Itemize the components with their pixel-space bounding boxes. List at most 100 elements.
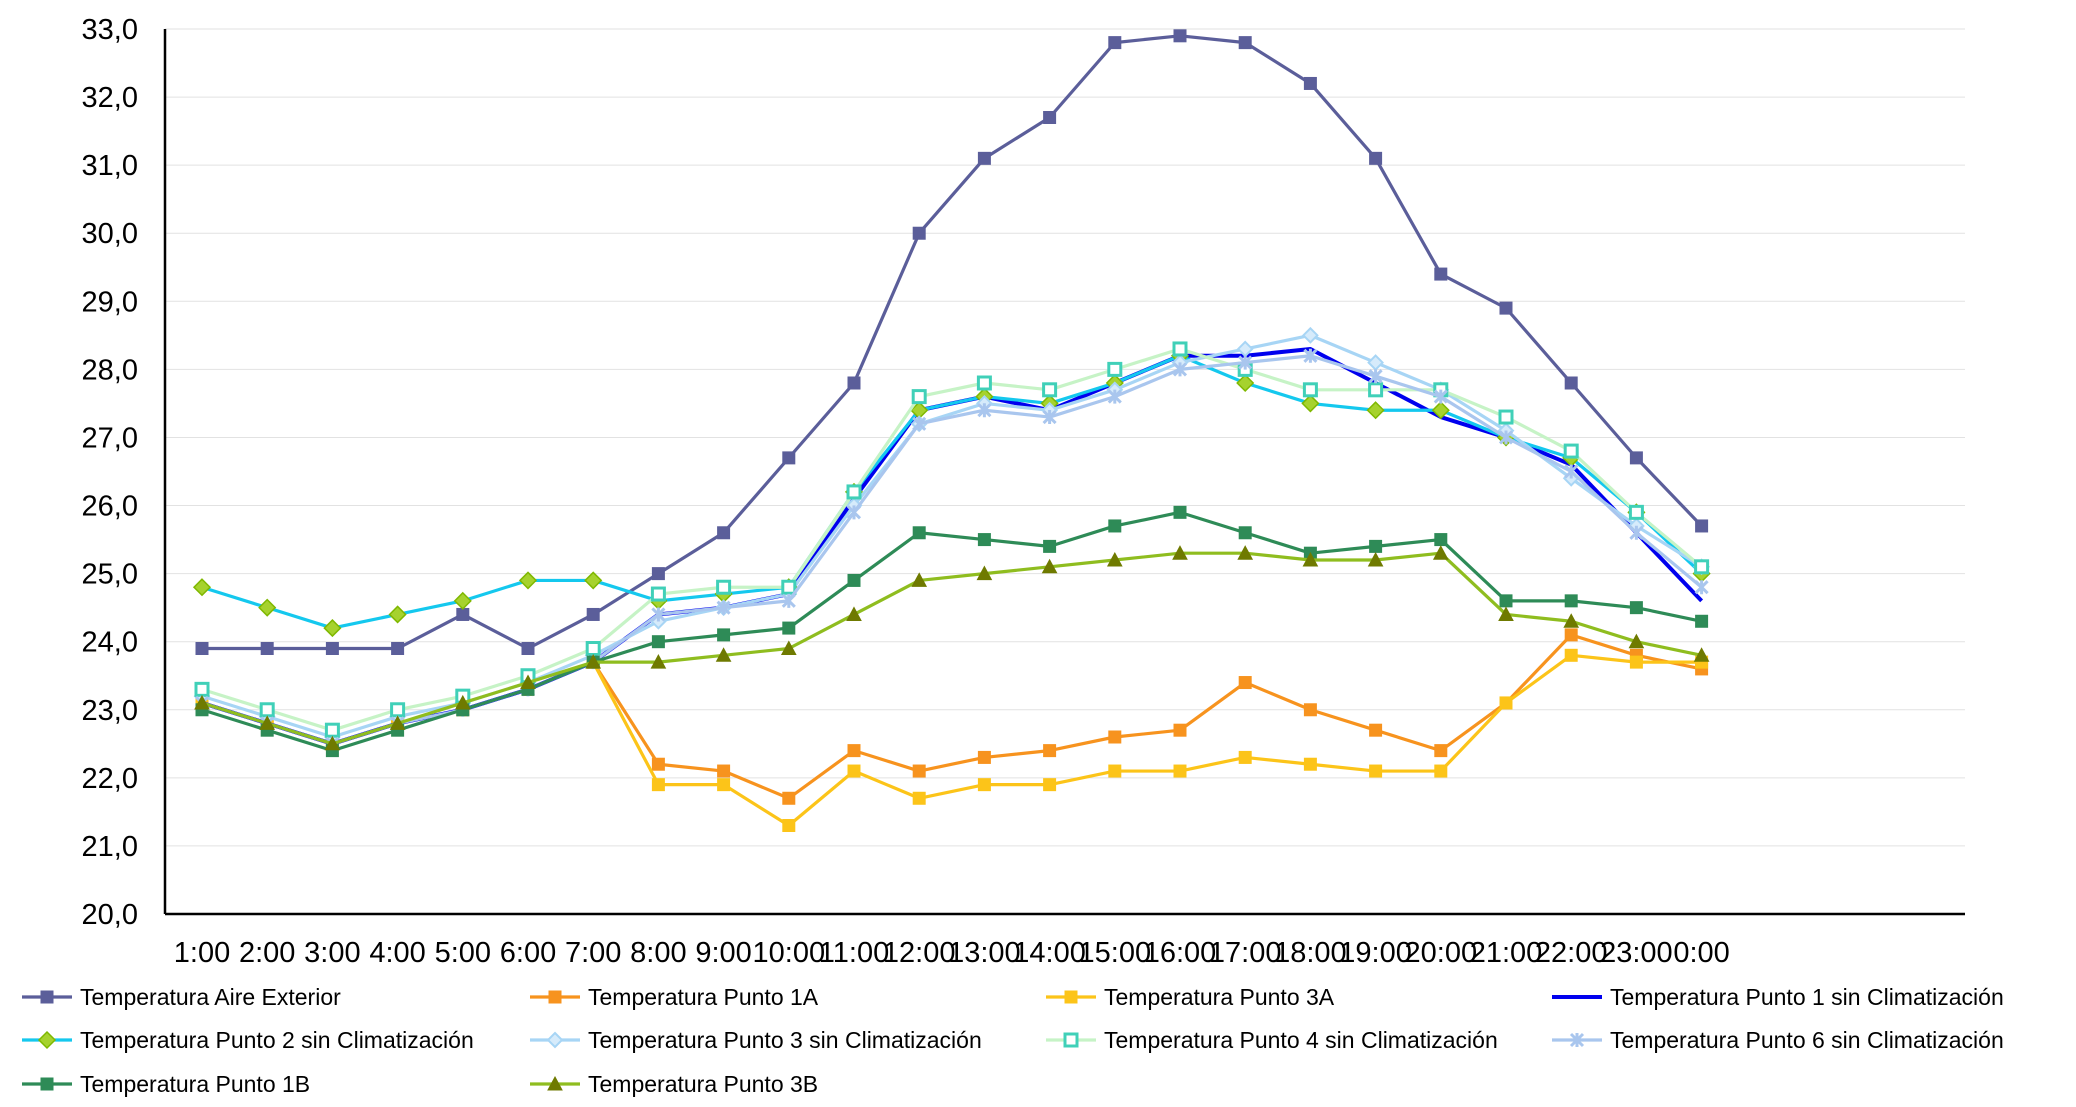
y-tick-label: 20,0 — [82, 899, 138, 931]
data-point — [1563, 613, 1580, 628]
data-point — [1695, 519, 1709, 533]
plot-series — [192, 29, 1711, 832]
data-point — [1569, 1032, 1585, 1048]
y-axis-tick-labels: 20,0 21,0 22,0 23,0 24,0 25,0 26,0 27,0 28,0 29,0… — [82, 14, 138, 931]
data-point — [1107, 361, 1123, 377]
data-point — [1628, 504, 1644, 520]
data-point — [1043, 744, 1057, 758]
data-point — [546, 1031, 564, 1049]
data-point — [390, 702, 406, 718]
data-point — [1238, 36, 1252, 50]
data-point — [260, 642, 274, 655]
x-tick-label: 15:00 — [1079, 937, 1152, 969]
data-point — [1694, 559, 1710, 575]
data-point — [977, 151, 991, 165]
data-point — [1173, 764, 1187, 778]
data-point — [1108, 519, 1122, 533]
x-tick-label: 2:00 — [239, 937, 295, 969]
data-point — [1499, 594, 1513, 608]
x-tick-label: 10:00 — [753, 937, 826, 969]
data-point — [1694, 580, 1709, 595]
data-point — [520, 674, 536, 690]
x-tick-label: 20:00 — [1405, 937, 1478, 969]
data-point — [651, 757, 665, 771]
data-point — [651, 607, 666, 622]
data-point — [1236, 373, 1255, 393]
data-point — [1238, 355, 1253, 370]
data-point — [1041, 558, 1058, 574]
data-point — [586, 607, 600, 621]
legend-item: Temperatura Punto 3B — [530, 1071, 818, 1097]
data-point — [324, 722, 340, 738]
data-point — [388, 605, 407, 624]
data-point — [1369, 764, 1383, 778]
data-point — [781, 593, 796, 608]
data-point — [40, 1077, 54, 1091]
y-tick-label: 26,0 — [82, 491, 138, 523]
series-path — [201, 551, 1702, 746]
data-point — [1063, 1032, 1079, 1048]
x-tick-label: 11:00 — [819, 937, 889, 969]
data-point — [651, 567, 665, 581]
data-point — [912, 226, 926, 240]
data-point — [1564, 648, 1578, 662]
data-point — [258, 598, 277, 617]
data-point — [1106, 551, 1123, 567]
data-point — [1172, 341, 1188, 357]
data-point — [584, 571, 603, 590]
series-path — [201, 347, 1703, 732]
data-point — [912, 526, 926, 540]
data-point — [651, 778, 665, 792]
y-tick-label: 28,0 — [82, 354, 138, 386]
x-tick-label: 13:00 — [948, 937, 1021, 969]
data-point — [912, 791, 926, 805]
data-point — [1368, 369, 1383, 384]
data-point — [651, 635, 665, 649]
y-tick-label: 31,0 — [82, 150, 138, 182]
data-point — [782, 451, 796, 465]
legend-item: Temperatura Punto 2 sin Climatización — [22, 1027, 474, 1053]
data-point — [325, 642, 339, 655]
data-point — [1564, 594, 1578, 608]
legend-item: Temperatura Punto 1A — [530, 984, 819, 1010]
data-point — [847, 744, 861, 758]
x-tick-label: 14:00 — [1013, 937, 1086, 969]
x-tick-label: 23:00 — [1600, 937, 1673, 969]
legend-label: Temperatura Punto 3 sin Climatización — [588, 1027, 982, 1053]
data-point — [1238, 676, 1252, 690]
data-point — [1043, 539, 1057, 553]
legend-label: Temperatura Aire Exterior — [80, 984, 341, 1010]
data-point — [1303, 76, 1317, 90]
series-path — [201, 510, 1702, 753]
data-point — [548, 990, 562, 1004]
legend-label: Temperatura Punto 3B — [588, 1071, 818, 1097]
data-point — [717, 778, 731, 792]
legend-label: Temperatura Punto 4 sin Climatización — [1104, 1027, 1498, 1053]
gridlines — [165, 28, 1965, 847]
data-point — [1629, 655, 1643, 669]
data-point — [847, 764, 861, 778]
data-point — [453, 591, 472, 610]
data-point — [1238, 526, 1252, 540]
y-tick-label: 23,0 — [82, 695, 138, 727]
data-point — [1172, 362, 1188, 377]
legend-label: Temperatura Punto 6 sin Climatización — [1610, 1027, 2004, 1053]
data-point — [195, 642, 209, 655]
series-path — [201, 354, 1703, 630]
data-point — [1498, 606, 1514, 621]
data-point — [1302, 551, 1319, 567]
data-point — [389, 715, 406, 730]
x-tick-label: 1:00 — [174, 937, 230, 969]
data-point — [1434, 267, 1448, 281]
series-line — [194, 348, 1709, 751]
series-path — [201, 653, 1702, 828]
data-point — [1369, 151, 1383, 165]
x-tick-label: 6:00 — [500, 937, 556, 969]
data-point — [716, 579, 732, 595]
data-point — [1064, 990, 1078, 1004]
series-path — [201, 346, 1704, 746]
data-point — [977, 750, 991, 764]
data-point — [1629, 601, 1643, 615]
data-point — [1564, 376, 1578, 390]
